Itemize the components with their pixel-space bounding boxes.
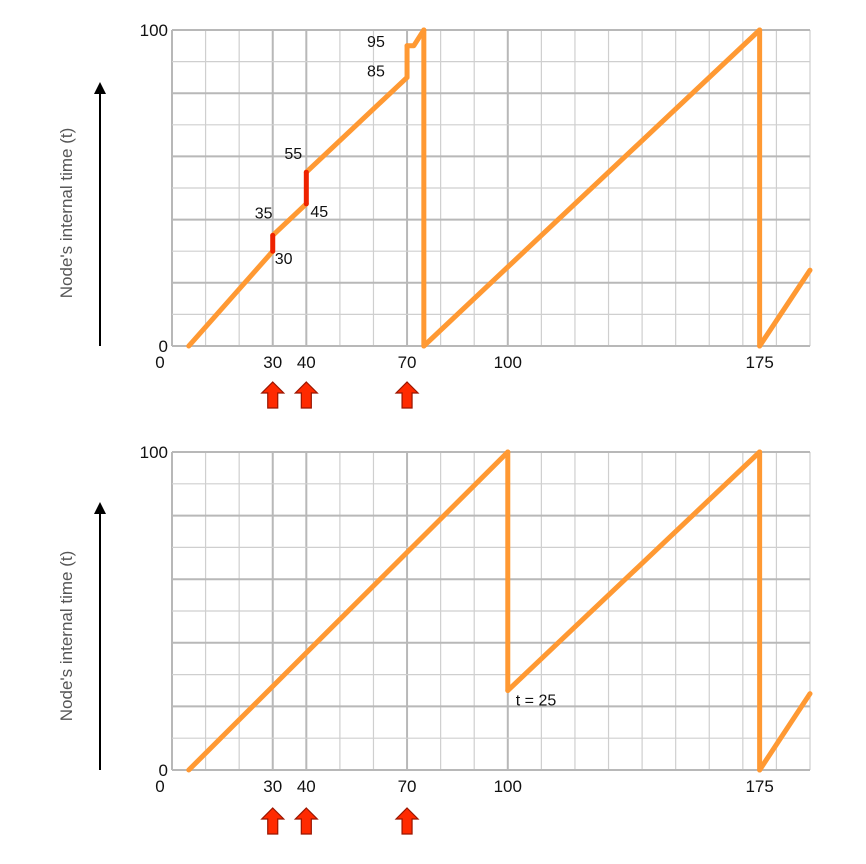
x-tick-label: 70 xyxy=(398,353,417,372)
event-arrow-icon xyxy=(293,381,319,409)
line-segment xyxy=(757,691,813,773)
x-tick-label: 40 xyxy=(297,353,316,372)
line-segment xyxy=(303,74,410,175)
grid xyxy=(171,29,811,347)
x-tick-label: 175 xyxy=(745,353,773,372)
event-arrow-icon xyxy=(394,807,420,835)
x-tick-label: 175 xyxy=(745,777,773,796)
y-tick-label: 0 xyxy=(159,761,168,780)
series-line xyxy=(186,27,813,349)
bottom-chart: Node's internal time (t) 0 100 0 30 40 70 100 17… xyxy=(57,443,813,835)
top-chart: Node's internal time (t) 0 100 0 30 40 70 100 17… xyxy=(57,21,813,409)
y-axis-arrowhead xyxy=(94,502,106,514)
x-tick-label: 0 xyxy=(155,353,164,372)
event-arrow-icon xyxy=(260,381,286,409)
line-segment xyxy=(186,248,276,349)
x-tick-label: 40 xyxy=(297,777,316,796)
x-tick-label: 70 xyxy=(398,777,417,796)
event-arrow-icon xyxy=(394,381,420,409)
x-tick-label: 30 xyxy=(263,353,282,372)
value-annotation: 85 xyxy=(367,63,385,80)
line-segment xyxy=(505,449,763,693)
value-annotation: 55 xyxy=(284,146,302,163)
x-tick-label: 30 xyxy=(263,777,282,796)
value-annotation: 35 xyxy=(255,205,273,222)
line-segment xyxy=(421,27,763,349)
line-segment xyxy=(270,201,309,238)
x-tick-label: 100 xyxy=(494,353,522,372)
line-segment xyxy=(757,267,813,349)
grid xyxy=(171,451,811,771)
value-annotation: 30 xyxy=(275,251,293,268)
y-axis-label: Node's internal time (t) xyxy=(57,128,76,298)
x-tick-label: 100 xyxy=(494,777,522,796)
y-axis-label: Node's internal time (t) xyxy=(57,551,76,721)
value-annotation: t = 25 xyxy=(516,693,557,710)
y-tick-label: 100 xyxy=(140,443,168,462)
y-tick-label: 100 xyxy=(140,21,168,40)
y-tick-label: 0 xyxy=(159,337,168,356)
event-arrow-icon xyxy=(293,807,319,835)
value-annotation: 45 xyxy=(310,204,328,221)
x-tick-label: 0 xyxy=(155,777,164,796)
line-segment xyxy=(186,449,511,773)
line-segment xyxy=(404,27,427,49)
series-line xyxy=(186,449,813,773)
y-axis-arrowhead xyxy=(94,82,106,94)
value-annotation: 95 xyxy=(367,34,385,51)
event-arrow-icon xyxy=(260,807,286,835)
